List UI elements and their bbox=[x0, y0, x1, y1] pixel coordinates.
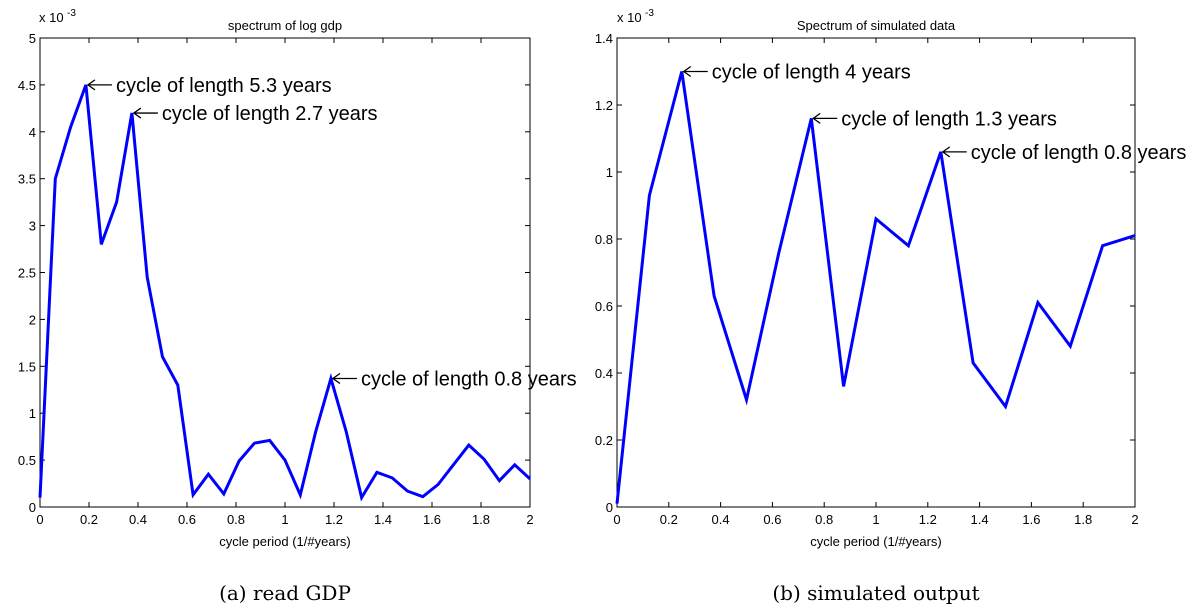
y-tick-label: 3 bbox=[29, 219, 36, 234]
annotation-label: cycle of length 0.8 years bbox=[361, 368, 577, 390]
x-axis-label: cycle period (1/#years) bbox=[810, 534, 942, 549]
annotation: cycle of length 4 years bbox=[682, 62, 911, 84]
x-tick-label: 1.8 bbox=[1074, 512, 1092, 527]
y-tick-label: 0.6 bbox=[595, 299, 613, 314]
annotation-arrow-head bbox=[86, 79, 96, 91]
annotations-group: cycle of length 4 years cycle of length 1… bbox=[682, 62, 1187, 164]
y-tick-label: 3.5 bbox=[18, 172, 36, 187]
y-tick-label: 0.5 bbox=[18, 453, 36, 468]
figure-caption-a: (a) read GDP bbox=[219, 581, 351, 605]
y-tick-label: 1.4 bbox=[595, 31, 613, 46]
annotation-arrow-head bbox=[941, 146, 951, 158]
x-tick-label: 0.2 bbox=[80, 512, 98, 527]
x-tick-label: 1.4 bbox=[374, 512, 392, 527]
y-tick-label: 0 bbox=[606, 500, 613, 515]
x-tick-label: 1 bbox=[872, 512, 879, 527]
y-tick-label: 1.5 bbox=[18, 359, 36, 374]
annotation: cycle of length 0.8 years bbox=[941, 142, 1187, 164]
ticks-group: 0 0.2 0.4 0.6 0.8 1 1.2 1.4 1.6 1.8 2 0 0.2 0.4 0.6 0.8… bbox=[595, 31, 1139, 527]
panel-read-gdp: spectrum of log gdp x 10 -3 cycle period… bbox=[18, 8, 577, 605]
x-tick-label: 1.2 bbox=[919, 512, 937, 527]
x-tick-label: 0 bbox=[613, 512, 620, 527]
x-tick-label: 1.2 bbox=[325, 512, 343, 527]
plot-area bbox=[616, 37, 1136, 508]
x-tick-label: 1.8 bbox=[472, 512, 490, 527]
y-tick-label: 1.2 bbox=[595, 98, 613, 113]
x-tick-label: 2 bbox=[526, 512, 533, 527]
y-exponent-base: x 10 bbox=[39, 10, 64, 25]
series-line bbox=[615, 71, 1136, 504]
x-tick-label: 0.6 bbox=[763, 512, 781, 527]
y-tick-label: 5 bbox=[29, 31, 36, 46]
x-tick-label: 1.4 bbox=[971, 512, 989, 527]
chart-title: spectrum of log gdp bbox=[228, 18, 342, 33]
panel-simulated-output: Spectrum of simulated data x 10 -3 cycle… bbox=[595, 8, 1187, 605]
series-line bbox=[38, 84, 532, 502]
y-tick-label: 0.8 bbox=[595, 232, 613, 247]
y-tick-label: 4.5 bbox=[18, 78, 36, 93]
x-tick-label: 0.8 bbox=[227, 512, 245, 527]
chart-title: Spectrum of simulated data bbox=[797, 18, 956, 33]
annotation: cycle of length 0.8 years bbox=[331, 368, 577, 390]
y-tick-label: 1 bbox=[29, 406, 36, 421]
y-tick-label: 0 bbox=[29, 500, 36, 515]
y-tick-label: 2.5 bbox=[18, 266, 36, 281]
annotation: cycle of length 2.7 years bbox=[132, 103, 378, 125]
annotation: cycle of length 5.3 years bbox=[86, 75, 332, 97]
annotation-label: cycle of length 5.3 years bbox=[116, 75, 332, 97]
series-group bbox=[615, 71, 1136, 504]
y-tick-label: 0.4 bbox=[595, 366, 613, 381]
x-tick-label: 2 bbox=[1131, 512, 1138, 527]
annotation-label: cycle of length 1.3 years bbox=[841, 108, 1057, 130]
y-exponent-base: x 10 bbox=[617, 10, 642, 25]
annotations-group: cycle of length 5.3 years cycle of length… bbox=[86, 75, 577, 390]
x-tick-label: 1.6 bbox=[1022, 512, 1040, 527]
annotation-arrow-head bbox=[132, 107, 142, 119]
series-group bbox=[38, 84, 532, 502]
x-tick-label: 0.2 bbox=[660, 512, 678, 527]
y-exponent-power: -3 bbox=[645, 8, 654, 19]
x-tick-label: 0.4 bbox=[712, 512, 730, 527]
x-tick-label: 1 bbox=[281, 512, 288, 527]
y-exponent-power: -3 bbox=[67, 8, 76, 19]
annotation-label: cycle of length 2.7 years bbox=[162, 103, 378, 125]
annotation-arrow-head bbox=[812, 112, 821, 124]
annotation-label: cycle of length 0.8 years bbox=[971, 142, 1187, 164]
annotation-arrow-head bbox=[682, 65, 692, 78]
x-axis-label: cycle period (1/#years) bbox=[219, 534, 351, 549]
annotation-arrow-head bbox=[331, 372, 341, 385]
figure-caption-b: (b) simulated output bbox=[772, 581, 979, 605]
annotation: cycle of length 1.3 years bbox=[812, 108, 1057, 130]
y-tick-label: 4 bbox=[29, 125, 36, 140]
ticks-group: 0 0.2 0.4 0.6 0.8 1 1.2 1.4 1.6 1.8 2 0 0.5 1 1.5 2 2.5 3… bbox=[18, 31, 534, 527]
y-tick-label: 2 bbox=[29, 312, 36, 327]
x-tick-label: 0.6 bbox=[178, 512, 196, 527]
y-tick-label: 1 bbox=[606, 165, 613, 180]
x-tick-label: 1.6 bbox=[423, 512, 441, 527]
y-tick-label: 0.2 bbox=[595, 433, 613, 448]
x-tick-label: 0 bbox=[36, 512, 43, 527]
plot-area bbox=[39, 37, 531, 508]
x-tick-label: 0.8 bbox=[815, 512, 833, 527]
annotation-label: cycle of length 4 years bbox=[712, 62, 911, 84]
x-tick-label: 0.4 bbox=[129, 512, 147, 527]
